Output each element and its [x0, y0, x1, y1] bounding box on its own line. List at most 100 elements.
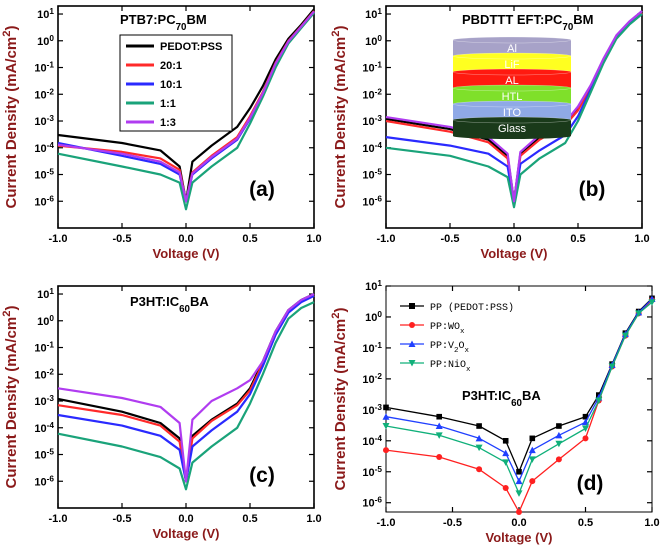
x-tick-label: 0.5	[570, 233, 585, 245]
x-tick-label: 0.0	[178, 513, 193, 525]
x-tick-label: 1.0	[644, 517, 659, 529]
stack-layer	[453, 88, 571, 104]
data-point	[475, 444, 483, 452]
data-point	[648, 299, 656, 306]
series-line-d_blue	[385, 298, 653, 482]
legend-marker	[409, 322, 415, 328]
y-tick-label: 10-5	[362, 464, 382, 479]
data-point	[515, 477, 523, 485]
stack-layer-top	[452, 36, 572, 44]
panel-c: -1.0 -0.5 0.0 0.5 1.0 101 100 10-1 10-2 10-3 10-4 1…	[1, 285, 322, 541]
data-point	[529, 435, 536, 442]
legend-label: PP:WOx	[430, 322, 465, 336]
y-tick-label: 10-2	[362, 371, 382, 386]
data-point	[516, 468, 522, 475]
series-line-teal	[385, 13, 643, 209]
legend-label: PP:V2Ox	[430, 341, 470, 355]
panel-label: (b)	[579, 178, 606, 201]
panel-d: -1.0 -0.5 0.0 0.5 1.0 101 100 10-1 10-2 10-3 10-4 1…	[330, 279, 660, 545]
x-axis-label: Voltage (V)	[486, 530, 553, 545]
stack-layer-top	[452, 100, 572, 108]
series-line-purple	[57, 10, 315, 203]
stack-layer-top	[452, 68, 572, 76]
stack-layer-label: Al	[507, 43, 517, 55]
stack-layer-top	[452, 116, 572, 124]
data-point	[476, 423, 482, 429]
stack-layer	[453, 56, 571, 72]
x-tick-label: 1.0	[306, 233, 321, 245]
y-tick-label: 10-1	[362, 340, 382, 355]
x-axis-label: Voltage (V)	[481, 246, 548, 261]
data-point	[383, 404, 389, 411]
panel-label: (d)	[577, 472, 604, 495]
legend-label: PP:NiOx	[430, 359, 471, 374]
y-tick-label: 100	[365, 33, 382, 48]
stack-bottom	[453, 133, 571, 139]
y-tick-label: 100	[365, 309, 382, 324]
x-tick-label: -0.5	[113, 233, 132, 245]
data-point	[608, 363, 616, 371]
y-tick-label: 101	[37, 287, 54, 302]
y-axis-label: Current Density (mA/cm2)	[330, 308, 349, 491]
data-point	[502, 437, 509, 444]
stack-layer-top	[452, 84, 572, 92]
data-point	[582, 435, 589, 442]
legend-marker	[408, 340, 416, 347]
x-tick-label: 0.5	[242, 513, 257, 525]
data-point	[582, 425, 589, 432]
data-point	[435, 422, 443, 430]
data-point	[475, 434, 483, 442]
stack-layer	[453, 120, 571, 136]
stack-layer	[453, 72, 571, 88]
y-tick-label: 10-2	[34, 367, 54, 382]
x-tick-label: 0.0	[506, 233, 521, 245]
x-tick-label: -1.0	[49, 233, 68, 245]
data-point	[436, 413, 442, 420]
stack-layer-label: LiF	[504, 59, 520, 71]
legend-label: 20:1	[160, 60, 182, 72]
x-tick-label: -0.5	[113, 513, 132, 525]
data-point	[436, 453, 443, 460]
legend: PP (PEDOT:PSS) PP:WOx PP:V2Ox PP:NiOx	[400, 302, 514, 374]
data-point	[502, 449, 510, 457]
data-point	[476, 466, 483, 473]
y-tick-label: 10-1	[34, 340, 54, 355]
legend-label: 10:1	[160, 79, 182, 91]
y-tick-label: 10-6	[34, 474, 54, 489]
x-tick-label: 1.0	[634, 233, 649, 245]
panel-label: (c)	[249, 464, 275, 487]
y-tick-label: 10-1	[362, 60, 382, 75]
y-tick-label: 10-5	[34, 167, 54, 182]
panel-title: PBDTTT EFT:PC70BM	[462, 12, 593, 33]
y-axis-label: Current Density (mA/cm2)	[1, 26, 20, 209]
x-tick-label: 1.0	[306, 513, 321, 525]
series-line-purple	[57, 293, 315, 483]
y-tick-label: 10-2	[34, 87, 54, 102]
y-axis-label: Current Density (mA/cm2)	[1, 306, 20, 489]
stack-layer-label: HTL	[502, 91, 523, 103]
data-point	[382, 413, 390, 420]
data-point	[555, 431, 563, 439]
x-tick-label: 0.5	[578, 517, 593, 529]
stack-layer-label: AL	[505, 75, 518, 87]
x-tick-label: -0.5	[441, 233, 460, 245]
y-tick-label: 101	[365, 279, 382, 294]
data-point	[502, 484, 509, 491]
data-point	[595, 397, 603, 405]
y-tick-label: 10-4	[362, 140, 382, 155]
x-tick-label: -0.5	[443, 517, 462, 529]
series-line-red	[57, 294, 315, 483]
panel-b: -1.0 -0.5 0.0 0.5 1.0 101 100 10-1 10-2 10-3 10-4 1…	[330, 5, 650, 261]
y-tick-label: 10-2	[362, 87, 382, 102]
device-stack: Al LiF AL HTL ITO Glass	[452, 36, 572, 139]
y-tick-label: 10-6	[362, 194, 382, 209]
data-point	[635, 310, 643, 317]
series-line-teal	[57, 301, 315, 491]
legend-label: 1:3	[160, 117, 176, 129]
data-point	[382, 423, 390, 430]
series-line-black	[57, 293, 315, 483]
stack-layer-label: ITO	[503, 107, 522, 119]
stack-layer-top	[452, 52, 572, 60]
series-line-black	[57, 8, 315, 203]
